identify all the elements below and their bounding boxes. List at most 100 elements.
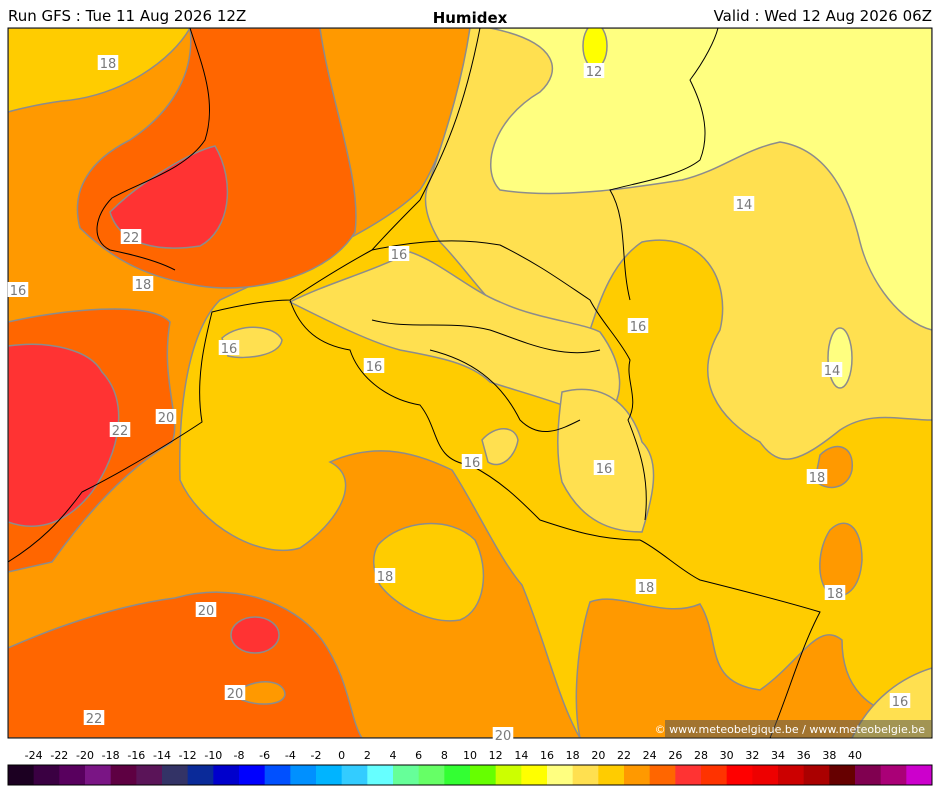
colorbar: -24 -22 -20 -18 -16 -14 -12 -10 -8 -6 -4 -2 0 2 4 6 8 10 1… [7, 749, 933, 786]
contour-label-box [593, 460, 615, 475]
contour-label-text: 20 [495, 729, 512, 744]
contour-label-box [7, 282, 29, 297]
credit-box [665, 720, 931, 737]
contour-label: 14 [733, 196, 755, 213]
contour-label-text: 16 [630, 320, 647, 335]
colorbar-swatch [470, 765, 497, 785]
field-10-12 [582, 28, 608, 69]
colorbar-tick-label: 26 [668, 749, 682, 762]
contour-label: 22 [120, 229, 142, 246]
field-18-20 [575, 598, 932, 738]
field-14-16 [481, 428, 519, 466]
field-18-20 [241, 681, 286, 705]
colorbar-swatch [778, 765, 805, 785]
field-12-14 [489, 28, 932, 331]
country-border [371, 240, 647, 521]
contour-label-box [132, 276, 154, 291]
contour-label-text: 16 [391, 248, 408, 263]
contour-label-text: 16 [10, 284, 27, 299]
colorbar-swatch [906, 765, 933, 785]
contour-label-text: 20 [198, 604, 215, 619]
country-border [639, 539, 821, 738]
colorbar-tick-label: 28 [694, 749, 708, 762]
contour-label: 16 [363, 358, 385, 375]
contour-label-text: 22 [112, 424, 129, 439]
contour-label-box [461, 454, 483, 469]
contour-label: 16 [593, 460, 615, 477]
contour-label-text: 22 [123, 231, 140, 246]
colorbar-tick-label: 32 [745, 749, 759, 762]
run-label: Run GFS : Tue 11 Aug 2026 12Z [8, 7, 246, 25]
colorbar-tick-label: 20 [591, 749, 605, 762]
contour-label: 16 [627, 318, 649, 335]
colorbar-tick-label: 18 [566, 749, 580, 762]
contour-label: 16 [7, 282, 29, 299]
contour-label-text: 18 [809, 471, 826, 486]
colorbar-tick-label: -24 [25, 749, 43, 762]
colorbar-frame [7, 764, 933, 786]
colorbar-swatch [162, 765, 189, 785]
colorbar-swatch [367, 765, 394, 785]
contour-label-text: 16 [464, 456, 481, 471]
contour-label-box [821, 362, 843, 377]
colorbar-swatch [418, 765, 445, 785]
contour-label-box [224, 685, 246, 700]
contour-label-text: 18 [638, 581, 655, 596]
contour-label-box [583, 63, 605, 78]
contour-label-box [120, 229, 142, 244]
coastline [8, 28, 481, 563]
contour-label-text: 16 [596, 462, 613, 477]
contour-label-box [374, 568, 396, 583]
map-title: Humidex [433, 9, 508, 27]
colorbar-swatch [803, 765, 830, 785]
colorbar-tick-label: -4 [285, 749, 296, 762]
colorbar-swatch [624, 765, 651, 785]
contour-label: 18 [374, 568, 396, 585]
coastline [96, 28, 211, 271]
contour-label-box [155, 409, 177, 424]
colorbar-tick-label: -12 [179, 749, 197, 762]
colorbar-tick-label: -6 [259, 749, 270, 762]
colorbar-tick-label: 30 [720, 749, 734, 762]
colorbar-swatch [239, 765, 266, 785]
colorbar-swatch [726, 765, 753, 785]
valid-label: Valid : Wed 12 Aug 2026 06Z [714, 7, 932, 25]
map-field [8, 28, 932, 738]
colorbar-swatch [880, 765, 907, 785]
contour-label-text: 18 [100, 57, 117, 72]
colorbar-tick-label: 0 [338, 749, 345, 762]
colorbar-swatch [495, 765, 522, 785]
colorbar-swatch [393, 765, 420, 785]
colorbar-swatch [59, 765, 86, 785]
contour-label-box [109, 422, 131, 437]
contour-label: 18 [806, 469, 828, 486]
colorbar-swatch [8, 765, 35, 785]
contour-label: 20 [155, 409, 177, 426]
contour-label-box [363, 358, 385, 373]
colorbar-tick-label: 22 [617, 749, 631, 762]
contour-label: 18 [132, 276, 154, 293]
field-12-14 [827, 327, 853, 389]
colorbar-tick-label: 12 [489, 749, 503, 762]
colorbar-tick-label: -14 [153, 749, 171, 762]
contour-label-box [97, 55, 119, 70]
contour-label-text: 16 [892, 695, 909, 710]
colorbar-swatch [33, 765, 60, 785]
contour-label-box [889, 693, 911, 708]
colorbar-tick-label: 38 [822, 749, 836, 762]
contour-label: 18 [97, 55, 119, 72]
contour-label: 20 [224, 685, 246, 702]
colorbar-tick-label: -20 [76, 749, 94, 762]
colorbar-swatch [316, 765, 343, 785]
contour-label: 16 [388, 246, 410, 263]
contour-label-box [635, 579, 657, 594]
colorbar-swatch [110, 765, 137, 785]
colorbar-tick-label: 36 [797, 749, 811, 762]
map-frame [7, 27, 933, 739]
contour-label: 22 [109, 422, 131, 439]
contour-label: 16 [218, 340, 240, 357]
credit-text: © www.meteobelgique.be / www.meteobelgie… [655, 723, 926, 736]
colorbar-tick-label: -22 [50, 749, 68, 762]
colorbar-tick-label: 8 [441, 749, 448, 762]
